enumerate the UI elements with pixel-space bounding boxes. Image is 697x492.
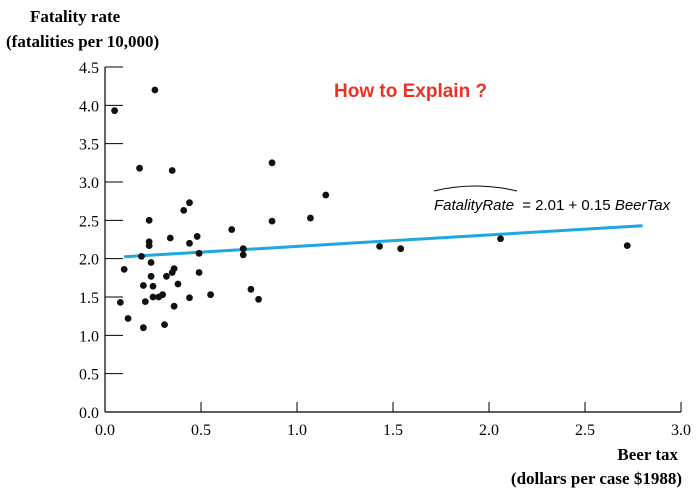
data-point [239, 251, 247, 259]
hat-symbol [433, 185, 518, 192]
y-tick-label: 1.5 [79, 290, 99, 307]
data-point [376, 243, 383, 250]
data-point [166, 234, 174, 242]
data-point [140, 282, 147, 289]
x-tick-label: 1.0 [287, 422, 307, 439]
x-tick-label: 0.0 [95, 422, 115, 439]
x-axis-title-line2: (dollars per case $1988) [511, 469, 682, 488]
x-axis-title-line1: Beer tax [617, 445, 678, 464]
data-point [140, 324, 147, 332]
y-tick-label: 0.5 [79, 367, 99, 384]
y-tick-label: 4.5 [79, 60, 99, 77]
equation-variable: BeerTax [615, 197, 671, 214]
x-tick-label: 2.0 [479, 422, 499, 439]
y-ticks: 0.0 0.5 1.0 1.5 2.0 2.5 3.0 3.5 4.0 4.5 [79, 60, 123, 422]
y-tick-label: 2.0 [79, 252, 99, 269]
data-point [193, 233, 201, 240]
data-point [207, 291, 215, 299]
data-point [170, 302, 178, 310]
data-point [228, 226, 236, 233]
data-point [195, 269, 203, 276]
data-point [138, 252, 145, 260]
data-point [145, 242, 153, 250]
x-ticks: 0.0 0.5 1.0 1.5 2.0 2.5 3.0 [95, 402, 691, 439]
x-tick-label: 2.5 [575, 422, 595, 439]
y-axis-title-line1: Fatality rate [30, 7, 121, 26]
data-point [124, 315, 132, 322]
regression-line [124, 224, 643, 259]
data-point [497, 235, 504, 243]
data-point [186, 199, 193, 207]
data-point [170, 265, 178, 273]
data-point [195, 249, 203, 257]
fit-equation: FatalityRate = 2.01 + 0.15 BeerTax [433, 185, 671, 214]
data-point [623, 242, 631, 250]
data-point [268, 217, 276, 225]
data-point [147, 272, 155, 280]
data-point [186, 239, 193, 247]
data-point [116, 298, 124, 306]
y-tick-label: 0.0 [79, 405, 99, 422]
y-axis-title-line2: (fatalities per 10,000) [6, 32, 159, 51]
data-point [151, 86, 159, 94]
data-point [247, 285, 255, 293]
equation-rhs: = 2.01 + 0.15 [522, 197, 610, 214]
y-tick-label: 3.0 [79, 175, 99, 192]
annotation-text: How to Explain ? [334, 81, 487, 102]
x-tick-label: 3.0 [671, 422, 691, 439]
data-point [111, 107, 118, 115]
y-tick-label: 1.0 [79, 328, 99, 345]
data-point [397, 245, 405, 253]
data-point [149, 293, 157, 301]
data-point [163, 272, 170, 280]
y-tick-label: 2.5 [79, 213, 99, 230]
data-point [149, 282, 157, 290]
data-point [307, 214, 314, 222]
data-point [239, 245, 247, 253]
data-point [174, 280, 182, 288]
equation-lhs: FatalityRate [434, 197, 514, 214]
data-point [120, 266, 128, 273]
data-point [141, 298, 149, 305]
data-point [255, 295, 262, 303]
data-points [111, 86, 631, 332]
data-point [268, 159, 276, 167]
data-point [159, 291, 167, 299]
data-point [180, 206, 188, 214]
y-tick-label: 3.5 [79, 137, 99, 154]
svg-text:FatalityRate = 2.01 + 0.: FatalityRate = 2.01 + 0.15 BeerTax [434, 197, 671, 214]
data-point [161, 321, 168, 328]
data-point [168, 167, 176, 174]
data-point [322, 191, 330, 199]
data-point [145, 216, 153, 224]
data-point [136, 164, 143, 172]
data-point [186, 294, 193, 302]
x-tick-label: 1.5 [383, 422, 403, 439]
y-tick-label: 4.0 [79, 98, 99, 115]
data-point [147, 259, 155, 266]
x-tick-label: 0.5 [191, 422, 211, 439]
